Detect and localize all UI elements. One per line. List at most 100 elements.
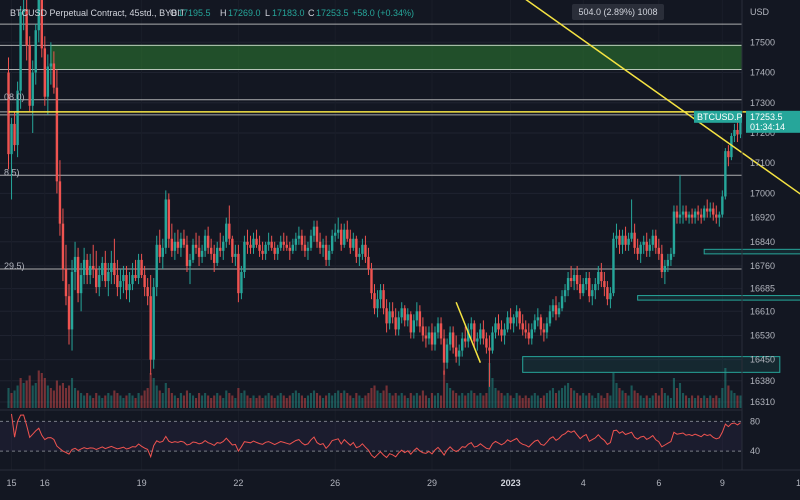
volume-bar bbox=[361, 398, 364, 408]
volume-bar bbox=[279, 393, 282, 408]
volume-bar bbox=[240, 393, 243, 408]
candle-body bbox=[421, 326, 425, 336]
candle-body bbox=[255, 238, 258, 245]
volume-bar bbox=[140, 395, 143, 408]
volume-bar bbox=[669, 398, 672, 408]
candle-body bbox=[482, 329, 485, 339]
candle-body bbox=[209, 247, 213, 254]
candle-body bbox=[588, 278, 591, 297]
level-label: 08.0) bbox=[4, 92, 25, 102]
candle-body bbox=[279, 241, 282, 248]
volume-bar bbox=[249, 398, 252, 408]
candle-body bbox=[624, 235, 627, 245]
candle-body bbox=[473, 323, 476, 342]
volume-bar bbox=[494, 388, 497, 408]
volume-bar bbox=[536, 395, 539, 408]
volume-bar bbox=[43, 378, 46, 408]
candle-body bbox=[237, 253, 240, 294]
candle-body bbox=[539, 317, 543, 330]
candle-body bbox=[82, 259, 86, 276]
volume-bar bbox=[497, 390, 500, 408]
ohlc-high-key: H bbox=[220, 8, 227, 18]
volume-bar bbox=[473, 393, 476, 408]
candle-body bbox=[37, 0, 40, 31]
volume-bar bbox=[730, 390, 733, 408]
volume-bar bbox=[548, 390, 551, 408]
volume-bar bbox=[179, 393, 182, 408]
ohlc-close-value: 17253.5 bbox=[316, 8, 349, 18]
candle-body bbox=[648, 244, 651, 251]
volume-bar bbox=[149, 373, 152, 408]
candle-body bbox=[64, 268, 68, 297]
candle-body bbox=[545, 323, 549, 333]
volume-bar bbox=[491, 378, 494, 408]
volume-bar bbox=[70, 378, 74, 408]
volume-bar bbox=[34, 383, 37, 408]
candle-body bbox=[282, 241, 285, 245]
volume-bar bbox=[645, 395, 648, 408]
candle-body bbox=[557, 308, 561, 315]
time-tick-label: 12 bbox=[796, 478, 800, 488]
candle-body bbox=[76, 256, 80, 294]
candle-body bbox=[355, 238, 358, 257]
candle-body bbox=[442, 338, 446, 363]
candle-body bbox=[249, 244, 252, 248]
volume-bar bbox=[234, 398, 237, 408]
volume-bar bbox=[49, 388, 52, 408]
candle-body bbox=[612, 238, 615, 294]
price-tick-label: 16760 bbox=[750, 261, 775, 271]
volume-bar bbox=[703, 395, 706, 408]
volume-bar bbox=[470, 390, 473, 408]
candle-body bbox=[706, 208, 709, 212]
level-label: 29.5) bbox=[4, 261, 25, 271]
candle-body bbox=[464, 338, 467, 342]
candle-body bbox=[164, 199, 168, 248]
volume-bar bbox=[101, 398, 104, 408]
price-tag-value: 17253.5 bbox=[750, 112, 783, 122]
volume-bar bbox=[7, 388, 10, 408]
volume-bar bbox=[306, 395, 310, 408]
candle-body bbox=[119, 281, 122, 288]
volume-bar bbox=[10, 393, 13, 408]
price-tick-label: 16380 bbox=[750, 376, 775, 386]
candle-body bbox=[252, 238, 255, 248]
volume-bar bbox=[349, 395, 352, 408]
volume-bar bbox=[16, 385, 19, 408]
volume-bar bbox=[618, 388, 621, 408]
volume-bar bbox=[675, 388, 679, 408]
volume-bar bbox=[128, 393, 131, 408]
candle-body bbox=[370, 268, 373, 294]
volume-bar bbox=[237, 388, 240, 408]
candle-body bbox=[216, 247, 219, 263]
volume-bar bbox=[563, 385, 567, 408]
volume-bar bbox=[612, 373, 615, 408]
candle-body bbox=[506, 317, 509, 330]
volume-bar bbox=[739, 395, 742, 408]
candle-body bbox=[597, 272, 600, 285]
volume-bar bbox=[143, 390, 146, 408]
volume-bar bbox=[515, 393, 518, 408]
candle-body bbox=[376, 299, 379, 309]
candle-body bbox=[527, 332, 530, 339]
volume-bar bbox=[567, 383, 570, 408]
candle-body bbox=[343, 229, 346, 245]
measure-tool[interactable]: 504.0 (2.89%) 1008 bbox=[572, 4, 664, 20]
volume-bar bbox=[688, 398, 691, 408]
volume-bar bbox=[482, 395, 485, 408]
price-tag-countdown: 01:34:14 bbox=[750, 122, 785, 132]
candle-body bbox=[575, 275, 579, 285]
volume-bar bbox=[191, 395, 195, 408]
candle-body bbox=[485, 338, 488, 348]
volume-bar bbox=[506, 393, 509, 408]
candle-body bbox=[448, 332, 452, 345]
volume-bar bbox=[718, 398, 721, 408]
candle-body bbox=[382, 290, 385, 309]
candle-body bbox=[10, 123, 13, 155]
volume-bar bbox=[22, 383, 25, 408]
demand-box bbox=[637, 295, 800, 301]
volume-bar bbox=[545, 393, 548, 408]
trendline bbox=[525, 0, 800, 195]
volume-bar bbox=[92, 398, 95, 408]
